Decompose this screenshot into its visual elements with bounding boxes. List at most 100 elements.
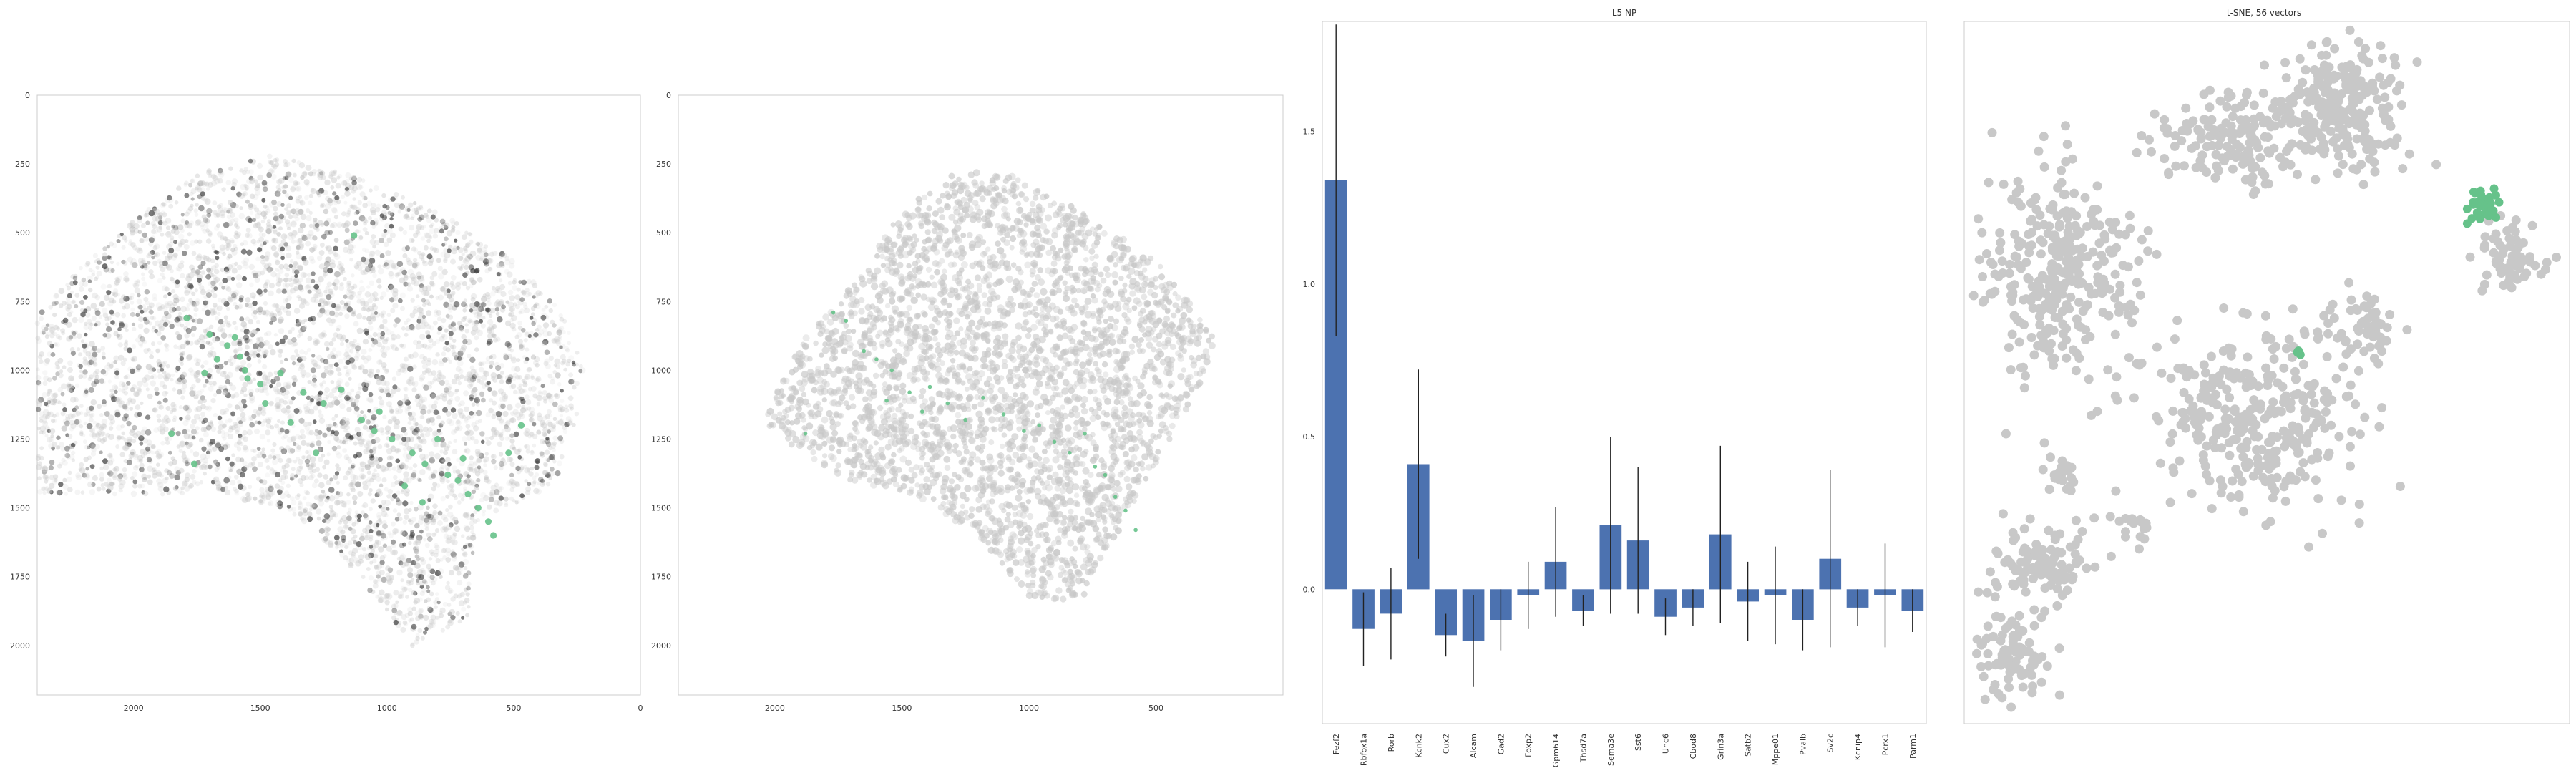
background-cell <box>371 316 376 322</box>
background-cell <box>275 341 280 346</box>
background-cell <box>487 301 492 306</box>
background-cell <box>498 300 504 306</box>
background-cell <box>580 367 586 374</box>
background-cell <box>455 285 461 291</box>
background-cell <box>423 245 429 251</box>
background-cell <box>320 175 326 181</box>
background-cell <box>112 475 117 480</box>
background-cell <box>421 415 425 419</box>
background-cell <box>421 433 426 439</box>
background-cell <box>575 350 580 355</box>
background-cell <box>386 577 394 584</box>
background-cell <box>160 266 166 273</box>
background-cell <box>102 487 106 491</box>
background-cell <box>524 407 529 412</box>
background-cell <box>426 513 431 519</box>
background-cell <box>278 178 285 184</box>
background-cell <box>275 258 280 263</box>
background-cell <box>517 298 524 306</box>
background-cell <box>131 322 136 326</box>
background-cell <box>82 356 87 361</box>
background-cell <box>280 246 286 252</box>
background-cell <box>89 349 94 355</box>
background-cell <box>479 431 485 437</box>
background-cell <box>541 482 546 486</box>
background-cell <box>176 389 182 395</box>
background-cell <box>433 532 437 536</box>
background-cell <box>517 320 522 326</box>
background-cell <box>535 303 541 310</box>
background-cell <box>453 439 457 443</box>
background-cell <box>432 430 438 437</box>
background-cell <box>562 429 568 434</box>
background-cell <box>447 386 452 391</box>
background-cell <box>454 496 458 500</box>
background-cell <box>302 259 309 266</box>
background-cell <box>286 310 292 316</box>
background-cell <box>329 310 336 316</box>
background-cell <box>57 463 62 469</box>
background-cell <box>227 208 233 214</box>
background-cell <box>333 512 338 518</box>
background-cell <box>69 454 75 460</box>
background-cell <box>510 480 517 486</box>
background-cell <box>246 429 253 436</box>
background-cell <box>495 286 500 291</box>
background-cell <box>499 379 504 384</box>
background-cell <box>509 295 515 301</box>
background-cell <box>389 408 395 414</box>
background-cell <box>127 366 132 371</box>
background-cell <box>122 444 129 452</box>
background-cell <box>136 279 140 283</box>
background-cell <box>186 273 190 278</box>
background-cell <box>74 489 81 495</box>
background-cell <box>185 276 192 282</box>
background-cell <box>240 389 245 394</box>
background-cell <box>370 337 375 342</box>
background-cell <box>190 370 196 376</box>
background-cell <box>499 436 504 441</box>
background-cell <box>51 392 57 399</box>
background-cell <box>295 353 300 358</box>
background-cell <box>361 306 366 311</box>
background-cell <box>351 244 356 249</box>
background-cell <box>69 310 74 314</box>
background-cell <box>107 471 111 476</box>
background-cell <box>310 188 315 193</box>
background-cell <box>200 227 205 232</box>
background-cell <box>372 445 378 450</box>
background-cell <box>512 389 518 395</box>
background-cell <box>248 169 254 175</box>
background-cell <box>318 482 325 489</box>
background-cell <box>369 455 375 461</box>
background-cell <box>463 390 469 397</box>
background-cell <box>419 453 426 460</box>
background-cell <box>557 435 564 442</box>
background-cell <box>263 239 268 243</box>
background-cell <box>289 209 294 213</box>
background-cell <box>455 469 461 475</box>
background-cell <box>223 361 228 366</box>
background-cell <box>273 251 280 258</box>
background-cell <box>84 332 88 337</box>
background-cell <box>367 587 373 593</box>
background-cell <box>247 415 254 422</box>
background-cell <box>301 374 306 379</box>
background-cell <box>163 486 170 492</box>
background-cell <box>489 360 495 366</box>
background-cell <box>205 424 212 431</box>
background-cell <box>305 449 309 454</box>
background-cell <box>195 340 200 346</box>
background-cell <box>280 475 286 480</box>
background-cell <box>328 173 333 179</box>
background-cell <box>436 316 442 321</box>
background-cell <box>177 267 182 272</box>
background-cell <box>288 215 293 220</box>
background-cell <box>239 206 243 210</box>
background-cell <box>509 322 516 329</box>
background-cell <box>330 185 335 190</box>
background-cell <box>320 223 325 227</box>
background-cell <box>502 411 509 417</box>
background-cell <box>409 324 415 330</box>
background-cell <box>233 423 239 429</box>
